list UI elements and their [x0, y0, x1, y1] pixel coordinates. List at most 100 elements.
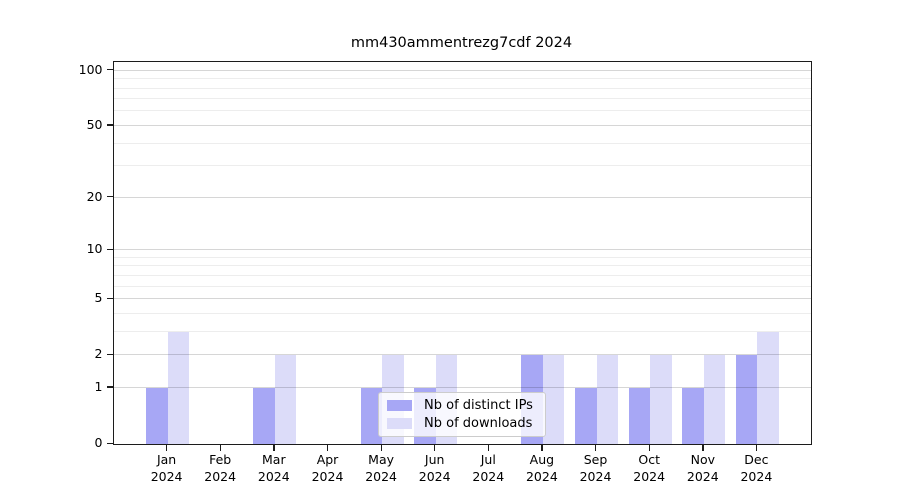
bar-distinct-ips-oct: [628, 387, 651, 444]
y-tick-label-50: 50: [86, 116, 103, 132]
gridline-major-1: [114, 386, 811, 388]
legend-swatch-downloads: [387, 418, 412, 429]
x-tick-label-jan: Jan 2024: [135, 452, 199, 485]
gridline-minor-4: [114, 312, 811, 314]
gridline-major-50: [114, 124, 811, 126]
x-tick-label-dec: Dec 2024: [724, 452, 788, 485]
bar-downloads-mar: [274, 355, 297, 444]
y-tick-0: [106, 442, 113, 444]
x-tick-aug: [541, 444, 543, 451]
x-tick-month: Jan: [156, 452, 177, 467]
x-tick-month: Aug: [529, 452, 555, 467]
y-tick-label-1: 1: [94, 378, 103, 394]
x-tick-month: Dec: [744, 452, 769, 467]
x-tick-may: [380, 444, 382, 451]
bar-downloads-jan: [167, 331, 190, 444]
x-tick-label-nov: Nov 2024: [671, 452, 735, 485]
x-tick-label-may: May 2024: [349, 452, 413, 485]
x-tick-year: 2024: [257, 468, 290, 484]
y-tick-label-10: 10: [86, 241, 103, 256]
x-tick-year: 2024: [365, 468, 397, 484]
x-tick-year: 2024: [204, 468, 237, 484]
x-tick-month: Oct: [638, 452, 660, 467]
y-tick-50: [106, 124, 113, 126]
x-tick-label-feb: Feb 2024: [188, 452, 252, 485]
x-tick-apr: [327, 444, 329, 451]
gridline-major-2: [114, 354, 811, 356]
y-tick-10: [106, 248, 113, 250]
legend-item-distinct-ips: Nb of distinct IPs: [387, 398, 537, 413]
gridline-minor-80: [114, 87, 811, 89]
bar-distinct-ips-dec: [735, 355, 758, 444]
x-tick-label-aug: Aug 2024: [510, 452, 574, 485]
x-tick-year: 2024: [418, 468, 451, 484]
legend: Nb of distinct IPs Nb of downloads: [378, 392, 546, 437]
bar-distinct-ips-sep: [575, 387, 597, 444]
y-tick-100: [106, 69, 113, 71]
gridline-major-20: [114, 196, 811, 198]
bar-downloads-aug: [542, 355, 565, 444]
x-tick-month: May: [368, 452, 395, 467]
x-tick-sep: [595, 444, 597, 451]
gridline-minor-30: [114, 165, 811, 167]
x-tick-year: 2024: [150, 468, 183, 484]
bar-downloads-oct: [650, 355, 672, 444]
gridline-minor-40: [114, 142, 811, 144]
plot-area: [113, 61, 812, 445]
y-tick-2: [106, 353, 113, 355]
bar-distinct-ips-jan: [146, 387, 168, 444]
x-tick-label-apr: Apr 2024: [296, 452, 360, 485]
bar-distinct-ips-may: [360, 387, 383, 444]
x-tick-jan: [166, 444, 168, 451]
x-tick-month: Nov: [690, 452, 715, 467]
x-tick-month: Jun: [424, 452, 445, 467]
gridline-major-5: [114, 298, 811, 300]
x-tick-month: Feb: [209, 452, 232, 467]
legend-label-downloads: Nb of downloads: [424, 416, 533, 431]
gridline-minor-9: [114, 256, 811, 258]
x-tick-jun: [434, 444, 436, 451]
gridline-minor-60: [114, 110, 811, 112]
gridline-minor-90: [114, 78, 811, 80]
gridline-minor-8: [114, 265, 811, 267]
y-tick-5: [106, 297, 113, 299]
x-tick-month: Apr: [316, 452, 339, 467]
bar-downloads-dec: [757, 331, 779, 444]
x-tick-feb: [219, 444, 221, 451]
y-tick-label-2: 2: [94, 346, 103, 362]
x-tick-dec: [755, 444, 758, 451]
gridline-minor-3: [114, 330, 811, 332]
y-tick-label-0: 0: [94, 435, 103, 450]
x-tick-month: Sep: [583, 452, 608, 467]
x-tick-nov: [702, 444, 704, 451]
y-tick-label-5: 5: [94, 290, 103, 306]
gridline-minor-6: [114, 285, 811, 287]
gridline-major-100: [114, 69, 811, 71]
y-tick-1: [106, 386, 113, 388]
bar-distinct-ips-mar: [253, 387, 275, 444]
x-tick-label-mar: Mar 2024: [242, 452, 306, 485]
y-tick-label-20: 20: [86, 188, 103, 204]
y-tick-label-100: 100: [78, 61, 103, 77]
x-tick-label-oct: Oct 2024: [617, 452, 681, 485]
x-tick-year: 2024: [740, 468, 773, 484]
chart-title: mm430ammentrezg7cdf 2024: [350, 35, 573, 51]
gridline-minor-70: [114, 98, 811, 100]
x-tick-month: Mar: [262, 452, 286, 467]
x-tick-label-sep: Sep 2024: [564, 452, 628, 485]
x-tick-oct: [648, 444, 650, 451]
x-tick-mar: [273, 444, 275, 451]
y-tick-20: [106, 196, 113, 198]
x-tick-year: 2024: [311, 468, 344, 484]
bar-downloads-sep: [596, 355, 619, 444]
x-tick-year: 2024: [525, 468, 558, 484]
x-tick-label-jun: Jun 2024: [403, 452, 467, 485]
legend-label-distinct-ips: Nb of distinct IPs: [424, 398, 533, 413]
x-tick-month: Jul: [480, 452, 496, 467]
legend-swatch-distinct-ips: [387, 400, 412, 411]
x-tick-year: 2024: [472, 468, 505, 484]
x-tick-year: 2024: [633, 468, 666, 484]
bar-downloads-nov: [703, 355, 726, 444]
gridline-minor-7: [114, 274, 811, 276]
